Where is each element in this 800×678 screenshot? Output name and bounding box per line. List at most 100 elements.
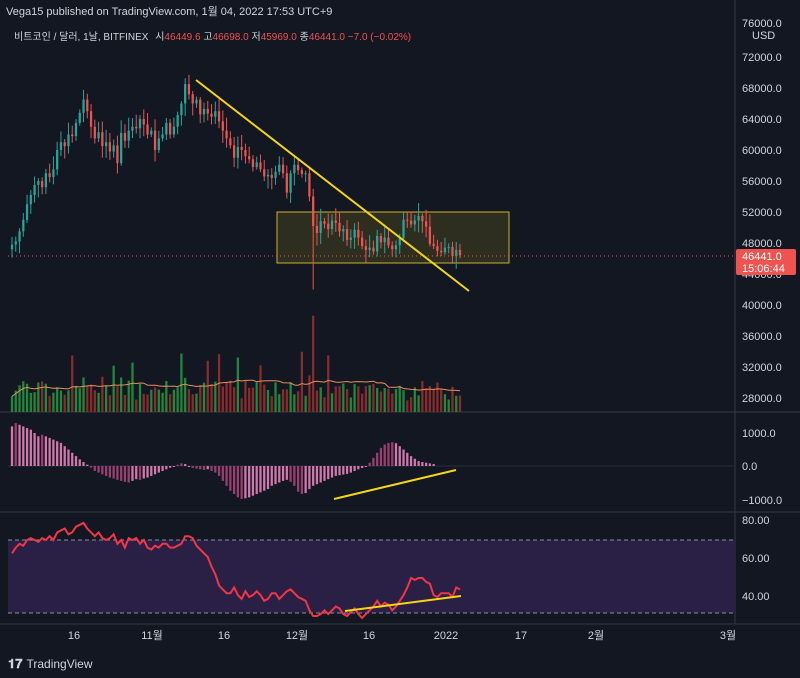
time-tick: 12월	[286, 629, 308, 642]
candle-body	[278, 164, 281, 172]
macd-bar	[191, 466, 194, 468]
macd-bar	[221, 466, 224, 481]
candle-body	[402, 219, 405, 239]
last-price-label: 46441.0	[742, 251, 782, 263]
volume-bar	[281, 389, 285, 412]
candle-body	[138, 119, 142, 129]
macd-bar	[176, 464, 179, 466]
price-tick: 68000.0	[742, 83, 782, 95]
ohlc-close-label: 종	[299, 32, 309, 43]
volume-bar	[263, 384, 266, 412]
price-tick: 52000.0	[742, 207, 782, 219]
candle-body	[447, 246, 450, 248]
volume-bar	[127, 380, 130, 412]
ohlc-low: 45969.0	[260, 32, 297, 43]
macd-bar	[25, 428, 29, 466]
macd-bar	[40, 434, 44, 466]
volume-bar	[293, 394, 296, 412]
macd-bar	[71, 452, 74, 466]
macd-bar	[63, 446, 66, 466]
macd-bar	[86, 464, 89, 466]
candle-body	[383, 237, 386, 243]
volume-bar	[353, 384, 356, 412]
volume-bar	[153, 387, 157, 412]
candle-body	[323, 221, 326, 224]
volume-bar	[428, 385, 432, 412]
price-tick: 56000.0	[742, 176, 782, 188]
macd-bar	[251, 466, 255, 496]
candle-body	[428, 226, 432, 244]
macd-bar	[104, 466, 108, 476]
candle-body	[394, 245, 398, 250]
volume-bar	[56, 387, 59, 412]
volume-bar	[101, 376, 104, 412]
candle-body	[436, 246, 439, 251]
macd-bar	[255, 466, 258, 495]
candle-body	[202, 108, 206, 115]
macd-bar	[187, 466, 191, 467]
candle-body	[120, 132, 123, 164]
candle-body	[376, 236, 379, 252]
volume-bar	[251, 387, 255, 412]
macd-bar	[383, 444, 386, 466]
volume-bar	[142, 393, 145, 412]
volume-bar	[338, 386, 341, 412]
time-tick: 17	[515, 630, 527, 642]
price-tick: 72000.0	[742, 52, 782, 64]
macd-bar	[285, 466, 288, 480]
volume-bar	[78, 388, 81, 412]
macd-bar	[120, 466, 123, 481]
macd-bar	[421, 462, 424, 466]
volume-bar	[248, 387, 251, 412]
candle-body	[116, 145, 119, 164]
macd-bar	[296, 466, 300, 492]
macd-bar	[338, 466, 341, 476]
candle-body	[443, 247, 447, 253]
candle-body	[315, 225, 319, 233]
publisher-line: Vega15 published on TradingView.com, 1월 …	[6, 6, 333, 18]
candle-body	[14, 241, 17, 245]
macd-tick: 0.0	[742, 461, 757, 473]
volume-bar	[398, 385, 401, 412]
volume-bar	[52, 392, 55, 412]
candle-body	[142, 119, 145, 125]
candle-body	[345, 229, 349, 240]
candle-body	[455, 249, 458, 257]
volume-bar	[138, 383, 142, 412]
ohlc-change: −7.0 (−0.02%)	[347, 32, 412, 43]
consolidation-box	[276, 211, 510, 264]
macd-bar	[82, 462, 85, 466]
macd-bar	[33, 433, 36, 466]
candle-body	[157, 138, 160, 150]
macd-bar	[300, 466, 304, 495]
volume-bar	[157, 389, 160, 412]
candle-body	[82, 99, 85, 113]
macd-bar	[127, 466, 130, 483]
candle-body	[308, 173, 311, 197]
volume-bar	[413, 387, 416, 412]
countdown-label: 15:06:44	[742, 263, 785, 275]
candle-body	[71, 134, 74, 137]
volume-bar	[436, 382, 439, 412]
candle-body	[10, 244, 14, 250]
candle-body	[191, 94, 194, 104]
volume-bar	[274, 382, 277, 412]
volume-bar	[168, 394, 172, 412]
macd-bar	[10, 426, 14, 466]
macd-bar	[342, 466, 345, 475]
macd-bar	[217, 466, 221, 476]
candle-body	[409, 220, 413, 225]
macd-bar	[278, 466, 281, 483]
candle-body	[289, 173, 292, 193]
macd-bar	[180, 463, 183, 466]
macd-bar	[142, 466, 145, 479]
candle-body	[56, 150, 59, 170]
macd-bar	[413, 458, 416, 466]
macd-bar	[89, 466, 93, 468]
candle-body	[180, 103, 183, 116]
candle-body	[176, 115, 179, 127]
rsi-layer	[11, 521, 461, 620]
volume-bar	[10, 396, 14, 412]
volume-bar	[40, 381, 44, 412]
